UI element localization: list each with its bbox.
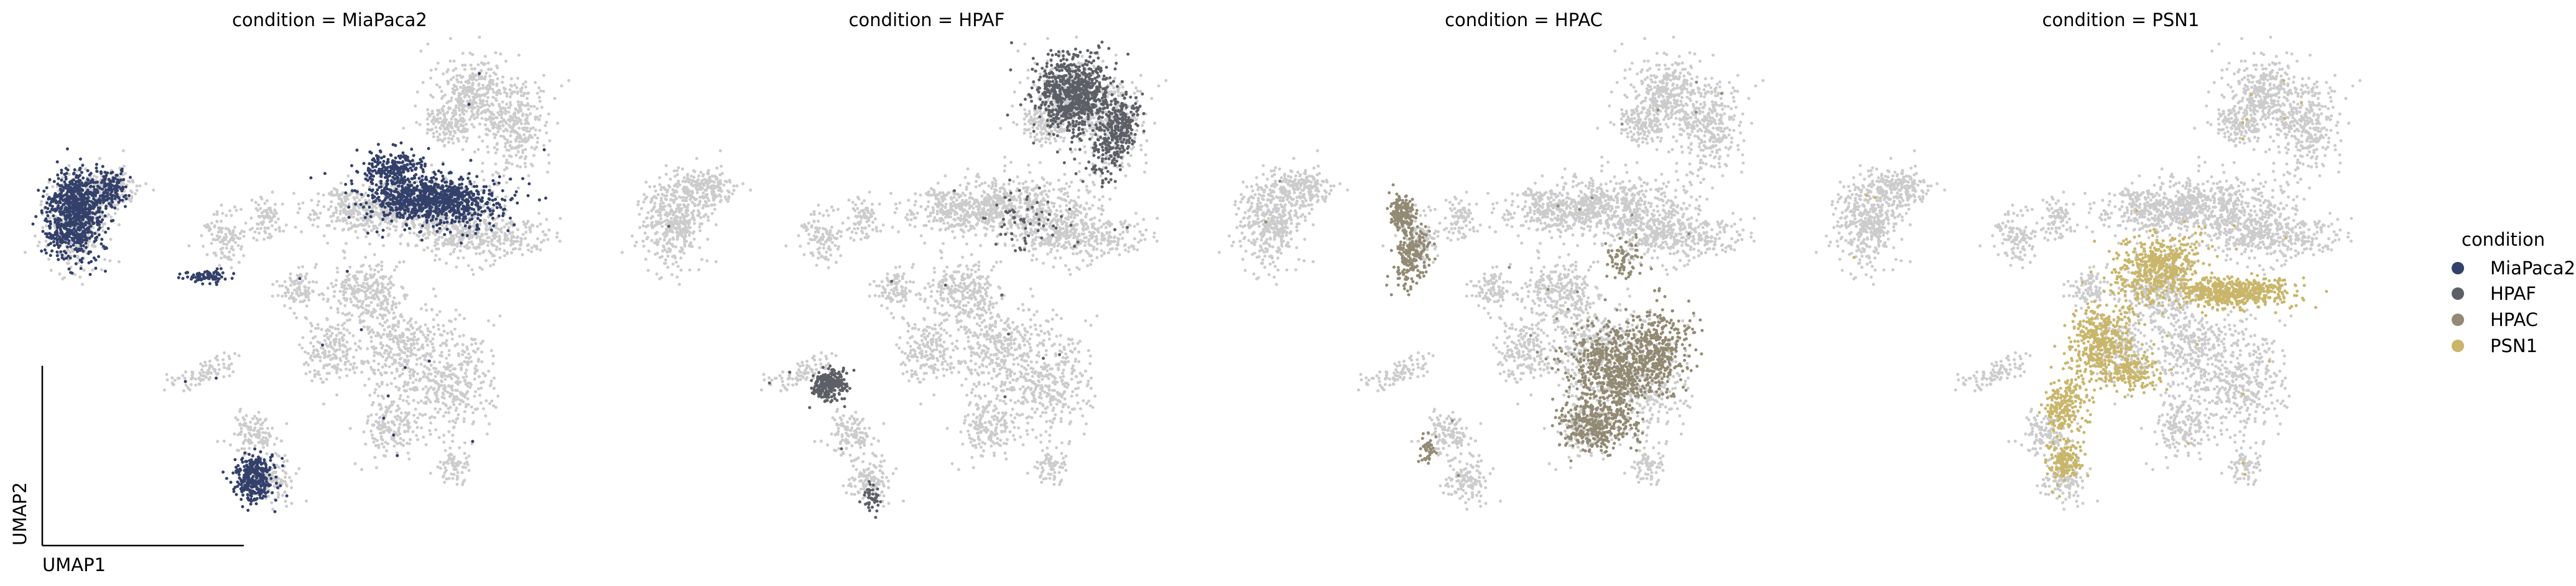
highlight-cells-psn1 bbox=[1852, 79, 2328, 498]
background-points bbox=[1217, 35, 1765, 511]
legend-marker-miapaca2 bbox=[2452, 262, 2464, 274]
axis-indicator: UMAP1 UMAP2 bbox=[9, 366, 244, 575]
background-cells bbox=[1814, 35, 2362, 511]
legend-marker-hpaf bbox=[2452, 287, 2464, 300]
legend-label: HPAC bbox=[2490, 309, 2538, 330]
y-axis-label: UMAP2 bbox=[9, 482, 30, 546]
background-points bbox=[620, 35, 1168, 511]
umap-panels: condition = MiaPaca2 condition = HPAF cond… bbox=[23, 9, 2362, 519]
legend-label: MiaPaca2 bbox=[2490, 258, 2575, 279]
background-cells bbox=[620, 35, 1168, 511]
legend-title: condition bbox=[2462, 229, 2545, 250]
panel-title: condition = MiaPaca2 bbox=[232, 9, 427, 30]
legend-entry: HPAC bbox=[2452, 309, 2538, 330]
legend-label: HPAF bbox=[2490, 283, 2536, 304]
umap-panel: condition = HPAF bbox=[620, 9, 1168, 519]
background-points bbox=[23, 35, 571, 511]
legend: condition MiaPaca2 HPAF HPAC PSN1 bbox=[2452, 229, 2575, 356]
background-cells bbox=[1217, 35, 1765, 511]
highlight-cells-hpac bbox=[1264, 80, 1723, 477]
highlight-cells-hpaf bbox=[667, 40, 1146, 519]
legend-label: PSN1 bbox=[2490, 335, 2537, 356]
legend-entry: PSN1 bbox=[2452, 335, 2537, 356]
background-cells bbox=[23, 35, 571, 511]
umap-panel: condition = MiaPaca2 bbox=[23, 9, 571, 513]
umap-panel: condition = HPAC bbox=[1217, 9, 1765, 511]
background-points bbox=[1814, 35, 2362, 511]
highlight-cells-miapaca2 bbox=[31, 72, 548, 513]
legend-marker-psn1 bbox=[2452, 340, 2464, 352]
panel-title: condition = HPAF bbox=[849, 9, 1005, 30]
panel-title: condition = PSN1 bbox=[2042, 9, 2200, 30]
legend-entry: HPAF bbox=[2452, 283, 2536, 304]
legend-entry: MiaPaca2 bbox=[2452, 258, 2575, 279]
panel-title: condition = HPAC bbox=[1445, 9, 1603, 30]
x-axis-label: UMAP1 bbox=[42, 554, 106, 575]
legend-marker-hpac bbox=[2452, 314, 2464, 326]
umap-panel: condition = PSN1 bbox=[1814, 9, 2362, 511]
